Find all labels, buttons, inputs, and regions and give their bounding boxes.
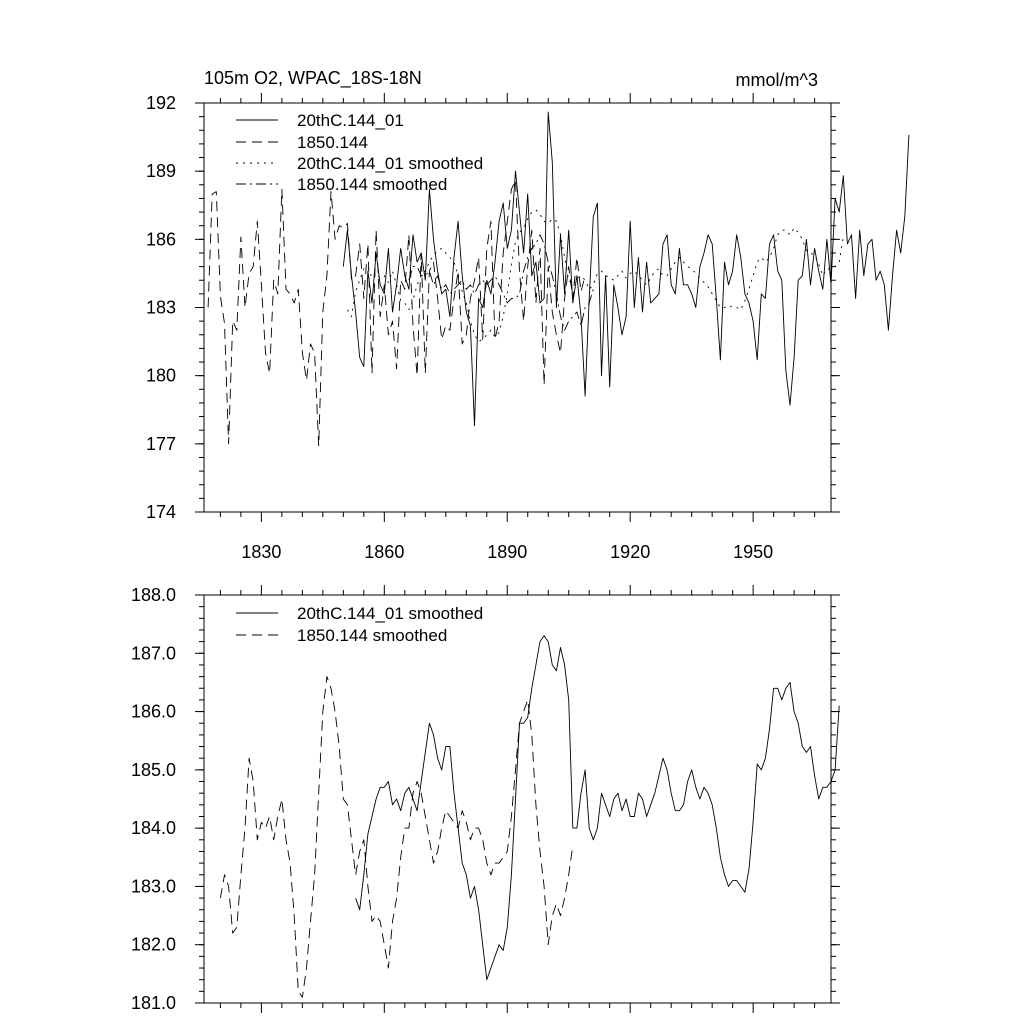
y-tick-label: 188.0: [131, 585, 176, 605]
chart-title: 105m O2, WPAC_18S-18N: [204, 68, 422, 89]
series-group: [207, 111, 910, 447]
y-tick-label: 189: [146, 161, 176, 181]
series-line: [342, 111, 910, 427]
x-tick-label: 1950: [733, 542, 773, 562]
legend-label: 1850.144: [297, 133, 368, 152]
legend-label: 20thC.144_01: [297, 111, 404, 130]
y-tick-label: 181.0: [131, 993, 176, 1013]
y-tick-label: 184.0: [131, 818, 176, 838]
units-label: mmol/m^3: [736, 70, 818, 90]
legend-label: 20thC.144_01 smoothed: [297, 154, 483, 173]
y-tick-label: 180: [146, 366, 176, 386]
x-tick-label: 1830: [241, 542, 281, 562]
bottom-panel: 181.0 182.0 183.0 184.0 185.0 186.0 187.0 188.0…: [131, 585, 840, 1013]
y-tick-label: 192: [146, 93, 176, 113]
y-tick-label: 187.0: [131, 643, 176, 663]
axis-ticks: 174 177 180 183 186 189 192 1830 1860 1890 1920 195…: [146, 93, 840, 562]
series-line: [408, 234, 594, 331]
axis-ticks: 181.0 182.0 183.0 184.0 185.0 186.0 187.0 188.0: [131, 585, 840, 1013]
top-panel: 105m O2, WPAC_18S-18N mmol/m^3 174 177 180…: [146, 68, 910, 562]
series-group: [219, 635, 840, 998]
y-tick-label: 186.0: [131, 702, 176, 722]
y-tick-label: 182.0: [131, 935, 176, 955]
series-line: [219, 676, 574, 998]
series-line: [355, 635, 840, 981]
legend-label: 20thC.144_01 smoothed: [297, 604, 483, 623]
series-line: [207, 179, 586, 447]
y-tick-label: 183: [146, 298, 176, 318]
x-tick-label: 1860: [364, 542, 404, 562]
y-tick-label: 183.0: [131, 876, 176, 896]
legend-label: 1850.144 smoothed: [297, 175, 447, 194]
y-tick-label: 177: [146, 434, 176, 454]
x-tick-label: 1920: [610, 542, 650, 562]
legend-label: 1850.144 smoothed: [297, 626, 447, 645]
y-tick-label: 185.0: [131, 760, 176, 780]
legend: 20thC.144_01 1850.144 20thC.144_01 smoot…: [236, 111, 483, 194]
y-tick-label: 174: [146, 502, 176, 522]
y-tick-label: 186: [146, 229, 176, 249]
legend: 20thC.144_01 smoothed 1850.144 smoothed: [236, 604, 483, 645]
plot-area-frame: [203, 594, 832, 1004]
x-tick-label: 1890: [487, 542, 527, 562]
